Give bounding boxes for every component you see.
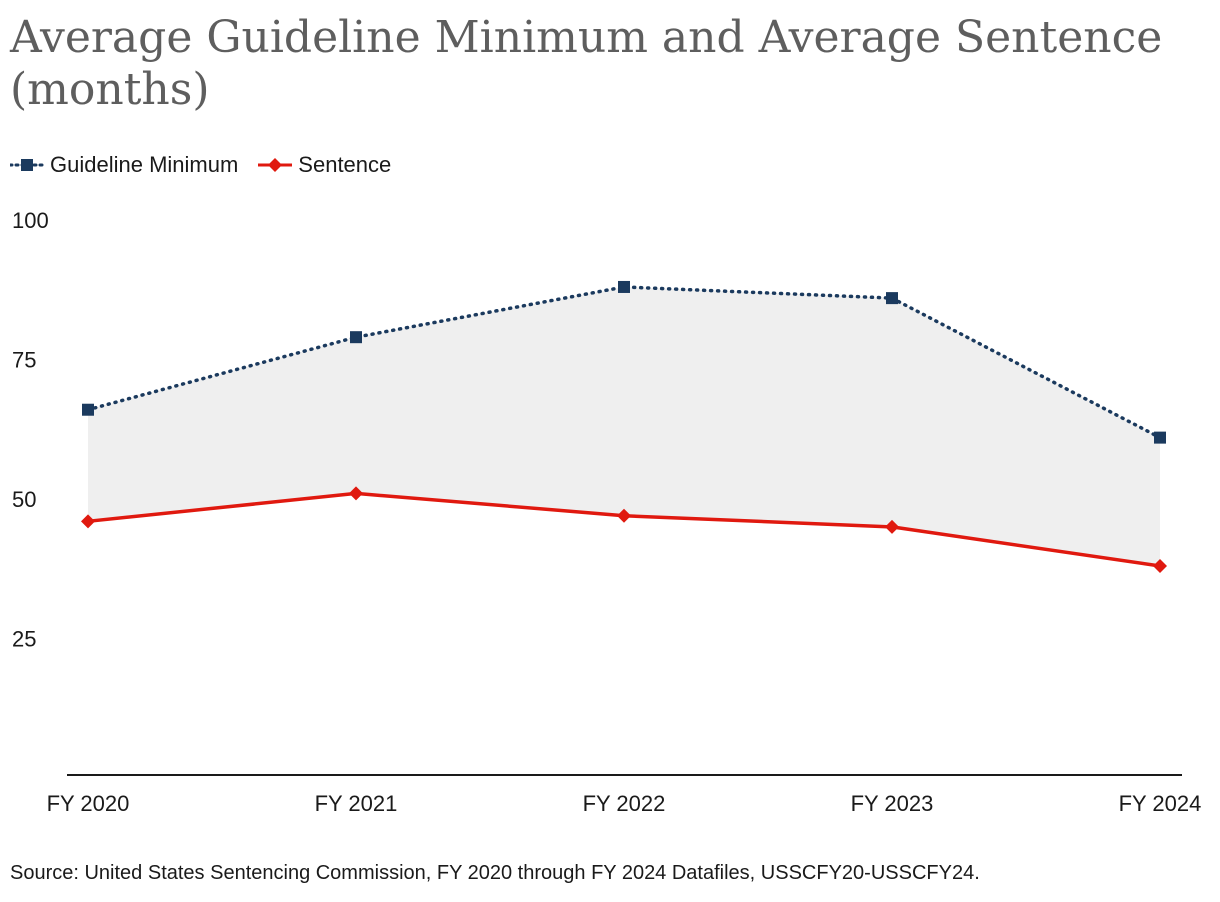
- legend-sentence-marker: [258, 158, 293, 172]
- source-note: Source: United States Sentencing Commiss…: [10, 862, 980, 884]
- legend-item-sentence: Sentence: [258, 152, 391, 178]
- legend-guideline-minimum-marker: [10, 159, 44, 171]
- chart-title: Average Guideline Minimum and Average Se…: [10, 12, 1163, 115]
- sentence-point: [617, 508, 631, 523]
- guideline-minimum-point: [350, 331, 362, 344]
- x-tick-label: FY 2020: [47, 791, 130, 816]
- y-tick-label: 25: [12, 627, 36, 652]
- y-tick-label: 50: [12, 487, 36, 512]
- legend-sentence-label: Sentence: [298, 152, 392, 177]
- x-tick-label: FY 2022: [583, 791, 666, 816]
- guideline-minimum-line: [86, 285, 1162, 440]
- x-tick-label: FY 2021: [315, 791, 398, 816]
- guideline-minimum-point: [886, 292, 898, 305]
- sentence-point: [349, 486, 363, 501]
- guideline-minimum-point: [618, 280, 630, 293]
- guideline-minimum-point: [82, 403, 94, 416]
- gap-area: [88, 286, 1160, 566]
- legend-item-guideline-minimum: Guideline Minimum: [10, 152, 238, 178]
- line-chart: 25 50 75 100 FY 2020 FY 2021 FY 2022 FY 2023 FY …: [12, 208, 1202, 816]
- sentence-point: [885, 519, 899, 534]
- legend: Guideline Minimum Sentence: [10, 150, 411, 180]
- legend-guideline-minimum-label: Guideline Minimum: [50, 152, 239, 177]
- guideline-minimum-point: [1154, 431, 1166, 444]
- y-tick-label: 75: [12, 348, 36, 373]
- sentence-point: [81, 514, 95, 529]
- sentence-point: [1153, 558, 1167, 573]
- x-tick-label: FY 2024: [1119, 791, 1202, 816]
- x-tick-label: FY 2023: [851, 791, 934, 816]
- y-tick-label: 100: [12, 208, 49, 233]
